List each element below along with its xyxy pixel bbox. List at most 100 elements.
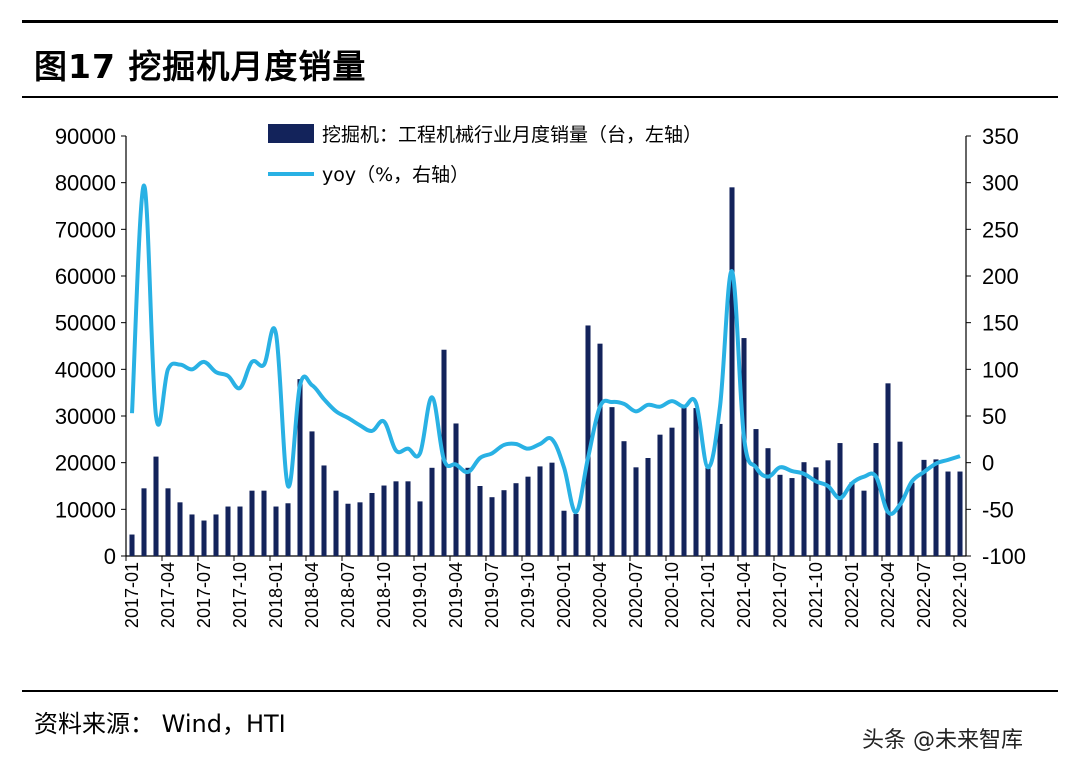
x-tick-label: 2020-04 [590, 562, 610, 628]
bar [141, 488, 147, 556]
bar [225, 506, 231, 556]
bar [357, 502, 363, 556]
x-tick-label: 2022-01 [842, 562, 862, 628]
bar [381, 485, 387, 556]
bar [129, 534, 135, 556]
bar [177, 502, 183, 556]
bottom-rule [22, 690, 1058, 692]
bar [597, 343, 603, 556]
x-tick-label: 2017-10 [230, 562, 250, 628]
y-right-tick-label: 250 [982, 217, 1019, 242]
x-tick-label: 2021-07 [770, 562, 790, 628]
bar [813, 467, 819, 556]
bar [453, 423, 459, 556]
y-left-tick-label: 0 [104, 544, 116, 569]
bar [537, 466, 543, 556]
source-note: 资料来源： Wind，HTI [34, 710, 286, 738]
x-tick-label: 2019-10 [518, 562, 538, 628]
bar [753, 429, 759, 556]
x-tick-label: 2020-07 [626, 562, 646, 628]
bar [633, 467, 639, 556]
y-right-tick-label: 100 [982, 357, 1019, 382]
bar [345, 503, 351, 556]
bar [261, 490, 267, 556]
x-tick-label: 2022-10 [950, 562, 970, 628]
x-tick-label: 2019-01 [410, 562, 430, 628]
bar [669, 427, 675, 556]
bar [477, 486, 483, 556]
bar [729, 187, 735, 557]
bar [789, 478, 795, 556]
bar [465, 467, 471, 556]
y-left-tick-label: 70000 [55, 217, 116, 242]
y-right-tick-label: 0 [982, 451, 994, 476]
y-right-tick-label: -100 [982, 544, 1026, 569]
bar [897, 441, 903, 556]
x-tick-label: 2021-01 [698, 562, 718, 628]
y-right-tick-label: 150 [982, 311, 1019, 336]
x-tick-label: 2018-04 [302, 562, 322, 628]
watermark: 头条 @未来智库 [862, 728, 1023, 753]
bar [237, 506, 243, 556]
bar [681, 404, 687, 556]
line-series [130, 183, 961, 516]
bar [417, 501, 423, 556]
bar [393, 481, 399, 556]
bar [585, 325, 591, 556]
x-tick-label: 2018-10 [374, 562, 394, 628]
bar [825, 460, 831, 556]
y-right-tick-label: 50 [982, 404, 1006, 429]
x-tick-label: 2017-01 [122, 562, 142, 628]
top-rule [22, 20, 1058, 23]
bar [957, 471, 963, 556]
bar [573, 514, 579, 556]
bar [861, 490, 867, 556]
yoy-line [130, 183, 961, 516]
x-tick-label: 2022-04 [878, 562, 898, 628]
bar [777, 474, 783, 556]
y-right-tick-label: 200 [982, 264, 1019, 289]
x-tick-label: 2019-07 [482, 562, 502, 628]
chart-axes: 0 10000 20000 30000 40000 50000 60000 70000 8000… [55, 124, 1026, 628]
bar [561, 510, 567, 556]
bar [285, 503, 291, 556]
bar [333, 490, 339, 556]
bar [165, 488, 171, 556]
title-rule [22, 96, 1058, 98]
bar [549, 462, 555, 556]
bar [405, 481, 411, 556]
bar [309, 431, 315, 556]
bar [525, 476, 531, 556]
y-right-tick-label: 300 [982, 171, 1019, 196]
page-title: 图17 挖掘机月度销量 [34, 47, 367, 86]
bar [933, 459, 939, 556]
bar [657, 434, 663, 556]
y-right-tick-label: 350 [982, 124, 1019, 149]
chart-legend: 挖掘机：工程机械行业月度销量（台，左轴） yoy（%，右轴） [268, 124, 702, 186]
x-tick-label: 2021-10 [806, 562, 826, 628]
bar [369, 493, 375, 556]
bar [189, 514, 195, 556]
y-left-tick-label: 80000 [55, 171, 116, 196]
bar [885, 383, 891, 556]
legend-label-bar: 挖掘机：工程机械行业月度销量（台，左轴） [322, 124, 702, 146]
bar [489, 497, 495, 556]
y-left-tick-label: 40000 [55, 357, 116, 382]
x-tick-label: 2020-10 [662, 562, 682, 628]
bar [153, 456, 159, 556]
x-tick-label: 2017-07 [194, 562, 214, 628]
bar [621, 441, 627, 556]
bar [297, 379, 303, 556]
x-tick-label: 2018-07 [338, 562, 358, 628]
bar [765, 448, 771, 556]
y-left-tick-label: 10000 [55, 497, 116, 522]
y-right-tick-label: -50 [982, 497, 1014, 522]
x-tick-label: 2022-07 [914, 562, 934, 628]
x-tick-label: 2018-01 [266, 562, 286, 628]
bar [321, 465, 327, 556]
bar [801, 462, 807, 556]
bar [201, 520, 207, 556]
bar [849, 482, 855, 556]
y-left-tick-label: 30000 [55, 404, 116, 429]
bar-series [129, 187, 963, 557]
